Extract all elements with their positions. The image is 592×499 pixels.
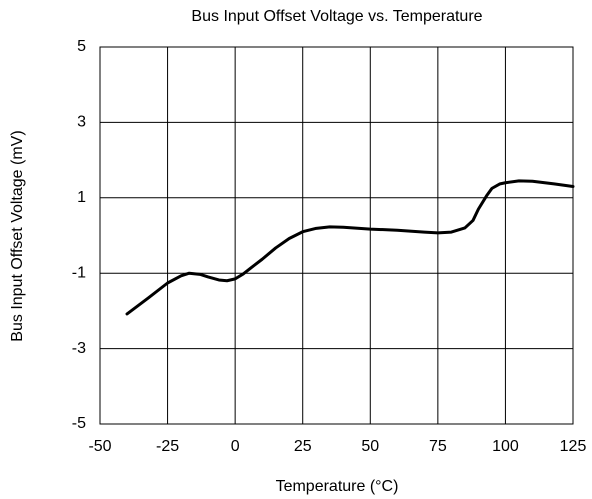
y-tick-label: -3: [72, 340, 86, 357]
y-axis-label: Bus Input Offset Voltage (mV): [9, 130, 26, 341]
x-tick-label: -50: [88, 438, 111, 455]
y-tick-label: -5: [72, 415, 86, 432]
x-tick-label: 50: [361, 438, 379, 455]
y-tick-label: 1: [77, 189, 86, 206]
x-tick-label: 75: [429, 438, 447, 455]
y-tick-label: 5: [77, 38, 86, 55]
plot-frame: [99, 46, 574, 425]
x-tick-label: 25: [294, 438, 312, 455]
y-tick-label: 3: [77, 114, 86, 131]
x-tick-label: 100: [492, 438, 519, 455]
x-tick-label: -25: [156, 438, 179, 455]
chart-title: Bus Input Offset Voltage vs. Temperature: [191, 8, 482, 25]
x-tick-label: 125: [560, 438, 587, 455]
data-line: [125, 179, 575, 316]
y-tick-label: -1: [72, 264, 86, 281]
x-tick-label: 0: [231, 438, 240, 455]
x-axis-label: Temperature (°C): [276, 478, 399, 495]
